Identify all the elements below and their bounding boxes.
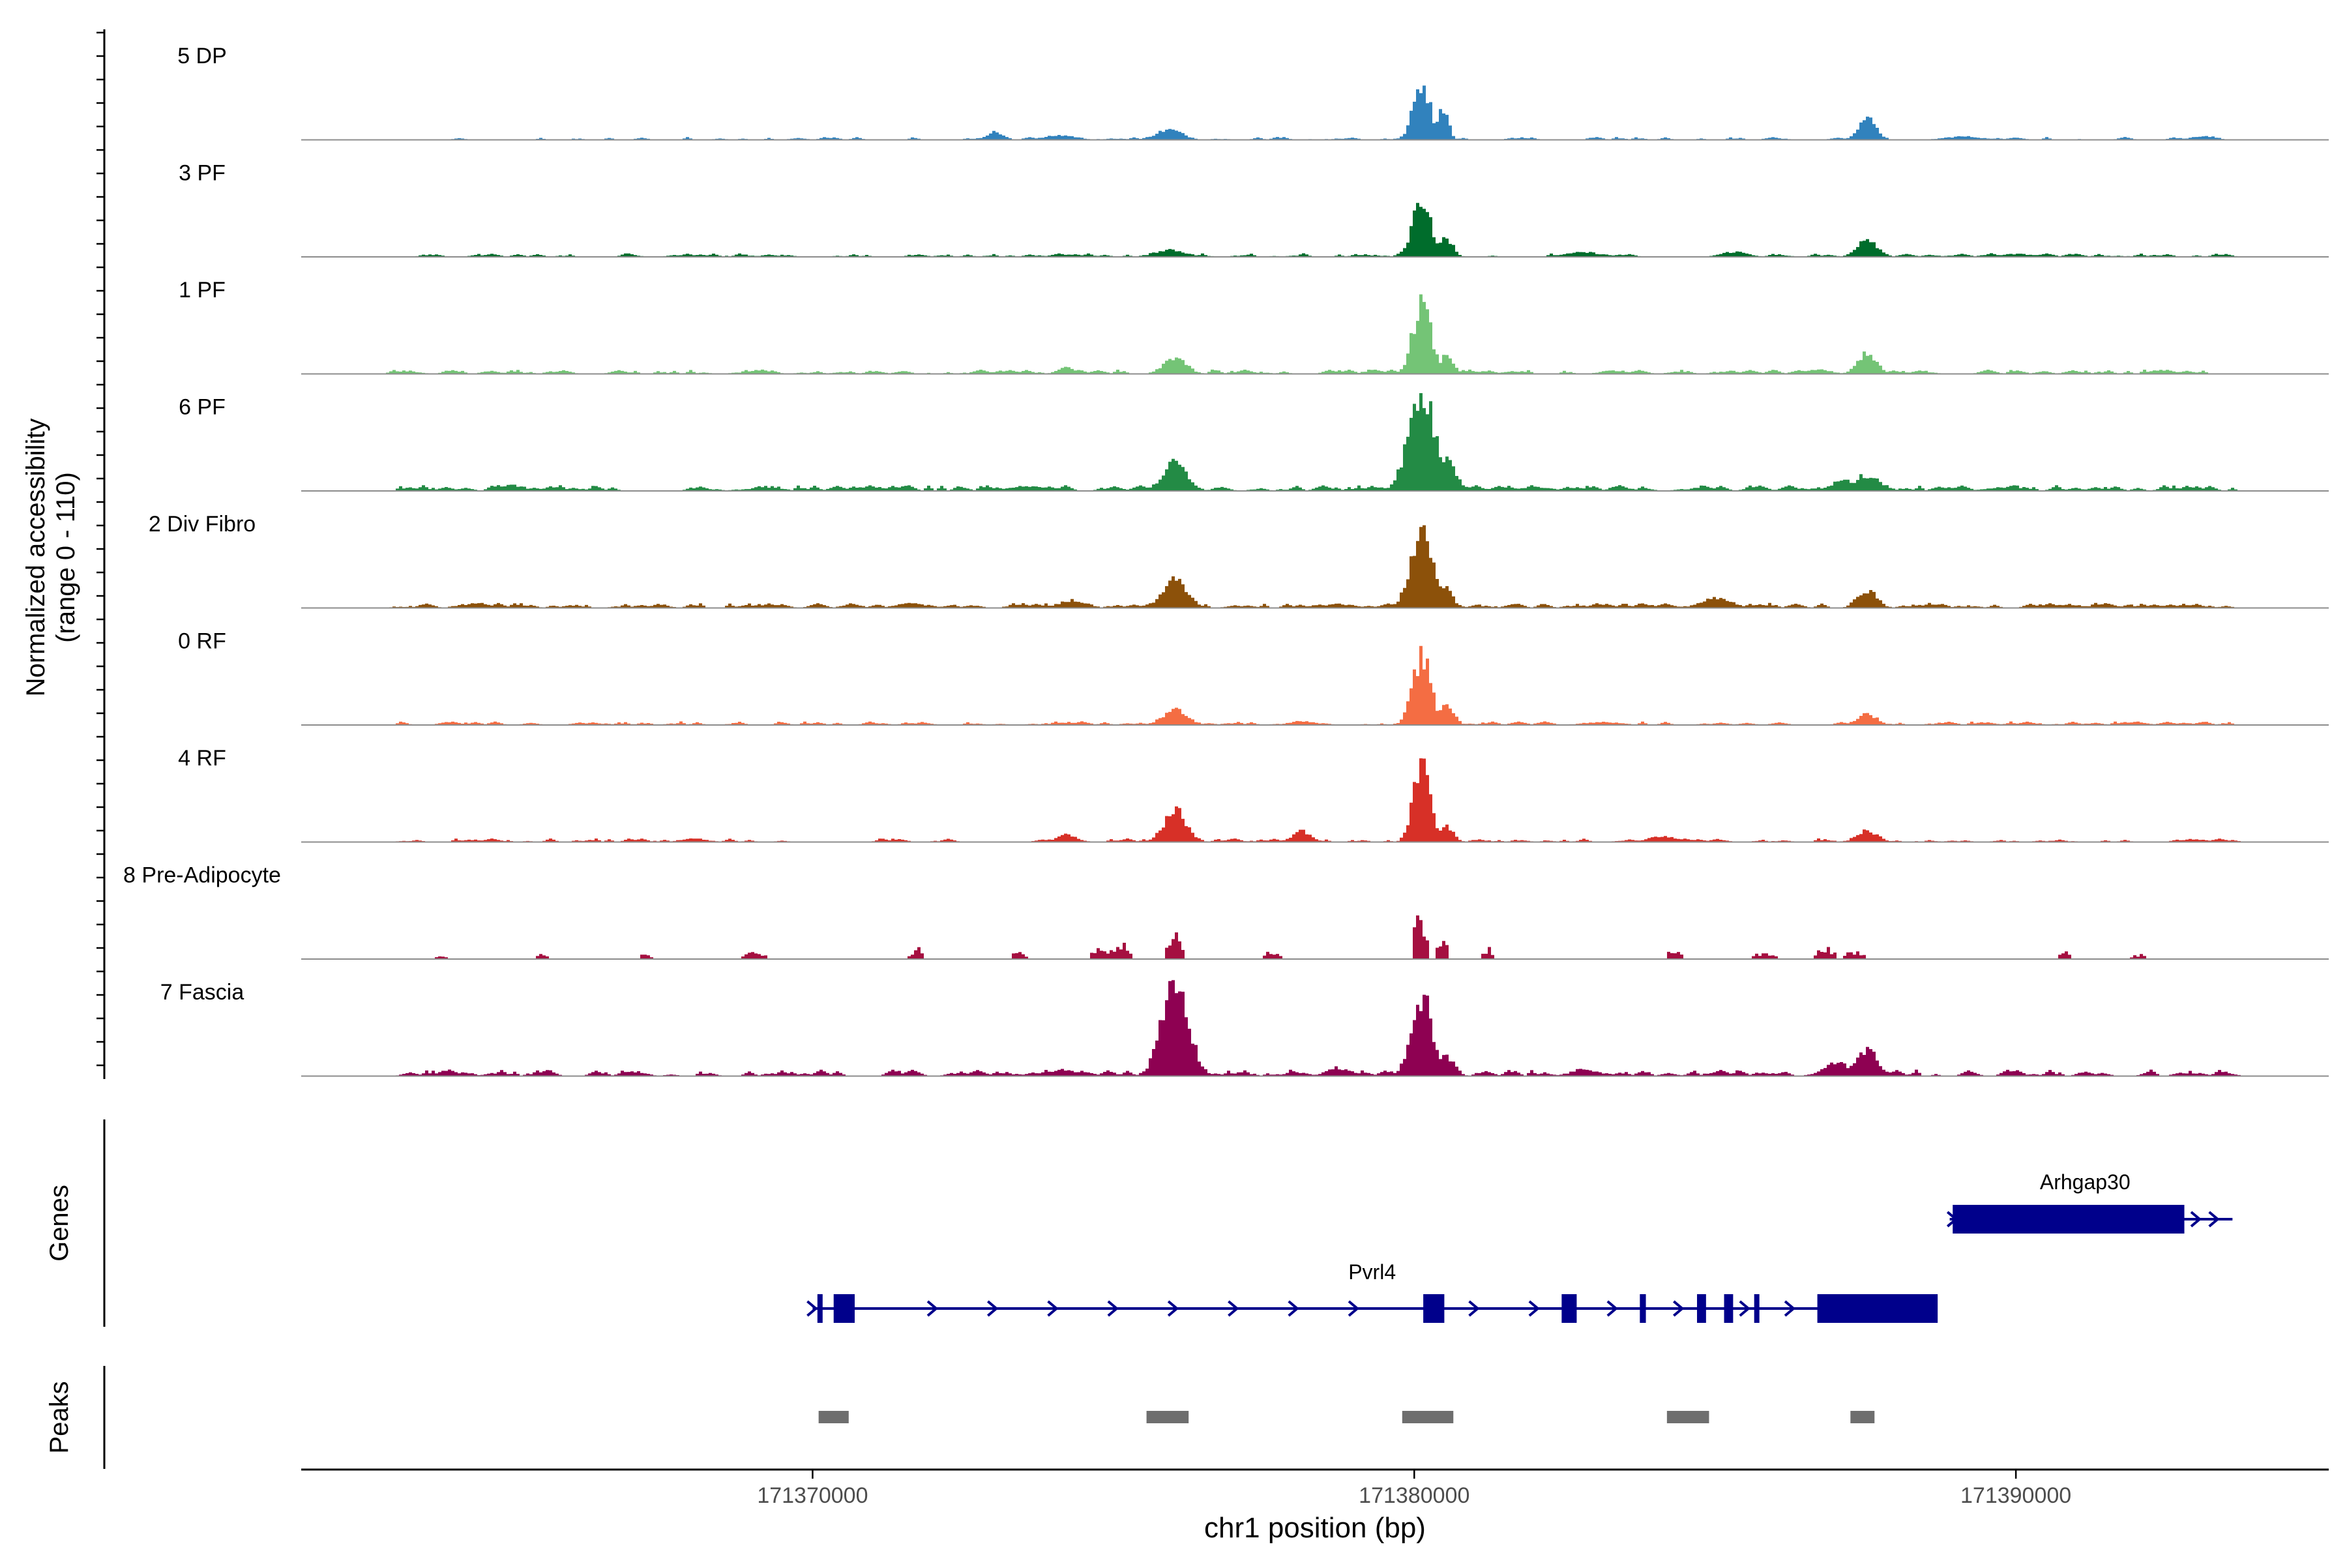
x-tick-label: 171380000 [1359, 1483, 1469, 1508]
x-axis-label: chr1 position (bp) [1204, 1512, 1426, 1544]
peak-region [1666, 1411, 1709, 1423]
genes-track-label: Genes [45, 1185, 74, 1262]
coverage-area [301, 980, 2329, 1076]
track-8-pre-adipocyte: 8 Pre-Adipocyte [123, 863, 2329, 960]
track-7-fascia: 7 Fascia [160, 980, 2329, 1077]
track-4-rf: 4 RF [178, 746, 2329, 843]
track-label: 4 RF [178, 746, 226, 771]
gene-exon [1754, 1294, 1760, 1323]
gene-models: Arhgap30 Pvrl4 [806, 1170, 2233, 1323]
peak-region [1146, 1411, 1189, 1423]
coverage-area [301, 85, 2329, 140]
strand-arrow [1739, 1300, 1750, 1317]
strand-arrow [1946, 1211, 1958, 1228]
peak-region [1850, 1411, 1875, 1423]
strand-arrow [1528, 1300, 1540, 1317]
strand-arrow [806, 1300, 818, 1317]
x-tick-label: 171370000 [757, 1483, 868, 1508]
track-2-div-fibro: 2 Div Fibro [149, 512, 2329, 609]
coverage-area [301, 645, 2329, 725]
strand-arrow [1606, 1300, 1618, 1317]
gene-exon [833, 1294, 855, 1323]
track-label: 1 PF [179, 278, 226, 303]
strand-arrow [1673, 1300, 1685, 1317]
accessibility-y-axis [96, 29, 106, 1079]
track-label: 7 Fascia [160, 980, 244, 1005]
coverage-area [301, 203, 2329, 257]
gene-exon [1423, 1294, 1445, 1323]
coverage-area [301, 525, 2329, 608]
x-tick-label: 171390000 [1960, 1483, 2071, 1508]
strand-arrow [1348, 1300, 1360, 1317]
coverage-tracks: 5 DP 3 PF 1 PF 6 PF 2 Div Fibro 0 RF 4 RF 8 Pre… [123, 44, 2329, 1077]
gene-exon [817, 1294, 823, 1323]
strand-arrow [1047, 1300, 1059, 1317]
strand-arrow [1228, 1300, 1239, 1317]
strand-arrow [1107, 1300, 1119, 1317]
track-label: 8 Pre-Adipocyte [123, 863, 281, 888]
track-6-pf: 6 PF [179, 393, 2329, 492]
peaks-panel: Peaks [45, 1366, 1875, 1469]
coverage-area [301, 294, 2329, 374]
strand-arrow [1167, 1300, 1179, 1317]
strand-arrow [2190, 1211, 2202, 1228]
gene-label: Pvrl4 [1348, 1260, 1396, 1284]
track-1-pf: 1 PF [179, 278, 2329, 375]
track-label: 3 PF [179, 161, 226, 186]
gene-exon [1640, 1294, 1646, 1323]
y-axis-label-line1: Normalized accessibility [22, 419, 50, 697]
coverage-area [301, 393, 2329, 491]
gene-exon [1953, 1205, 2185, 1234]
track-3-pf: 3 PF [179, 161, 2329, 258]
strand-arrow [986, 1300, 999, 1317]
peak-region [818, 1411, 849, 1423]
gene-label: Arhgap30 [2040, 1170, 2131, 1194]
strand-arrow [2208, 1211, 2220, 1228]
coverage-area [301, 758, 2329, 842]
track-0-rf: 0 RF [178, 629, 2329, 726]
coverage-area [301, 915, 2329, 959]
track-label: 2 Div Fibro [149, 512, 256, 537]
strand-arrow [1784, 1300, 1796, 1317]
gene-exon [1697, 1294, 1706, 1323]
peak-regions [818, 1411, 1875, 1423]
strand-arrow [1468, 1300, 1480, 1317]
x-ticks: 171370000 171380000 171390000 [757, 1470, 2071, 1508]
gene-exon [1561, 1294, 1577, 1323]
strand-arrow [926, 1300, 939, 1317]
track-label: 5 DP [177, 44, 227, 68]
track-5-dp: 5 DP [177, 44, 2329, 141]
gene-exon [1724, 1294, 1734, 1323]
track-label: 6 PF [179, 395, 226, 420]
y-axis-label-line2: (range 0 - 110) [52, 472, 80, 643]
strand-arrow [1288, 1300, 1299, 1317]
peak-region [1402, 1411, 1454, 1423]
gene-arhgap30: Arhgap30 [1946, 1170, 2233, 1234]
gene-exon [1817, 1294, 1938, 1323]
track-label: 0 RF [178, 629, 226, 654]
x-axis: 171370000 171380000 171390000 chr1 positio… [301, 1468, 2329, 1544]
gene-pvrl4: Pvrl4 [806, 1260, 1938, 1323]
genes-panel: Genes Arhgap30 Pvrl4 [45, 1119, 2233, 1327]
peaks-track-label: Peaks [45, 1381, 74, 1453]
